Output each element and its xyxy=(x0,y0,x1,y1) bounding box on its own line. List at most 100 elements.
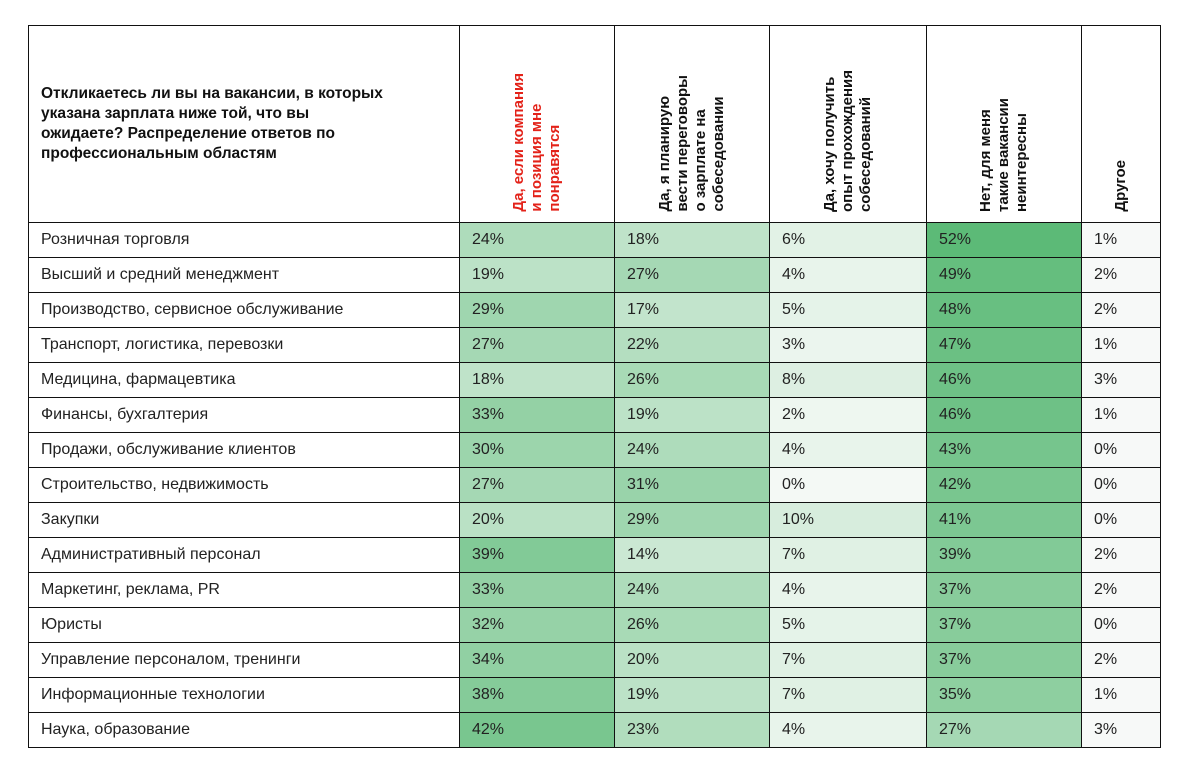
table-row: Административный персонал 39% 14% 7% 39% 2% xyxy=(28,537,1161,573)
value-cell: 7% xyxy=(769,677,927,713)
column-header-line: Да, если компания xyxy=(510,73,527,212)
column-header-line: неинтересны xyxy=(1013,113,1030,212)
header-row: Откликаетесь ли вы на вакансии, в которы… xyxy=(28,25,1161,223)
column-header: Нет, для меня такие вакансии неинтересны xyxy=(926,25,1082,223)
row-label: Юристы xyxy=(28,607,460,643)
column-header-line: собеседований xyxy=(857,96,874,212)
value-cell: 19% xyxy=(459,257,615,293)
value-cell: 29% xyxy=(614,502,770,538)
value-cell: 27% xyxy=(459,327,615,363)
value-cell: 46% xyxy=(926,397,1082,433)
value-cell: 18% xyxy=(614,222,770,258)
value-cell: 41% xyxy=(926,502,1082,538)
value-cell: 4% xyxy=(769,432,927,468)
table-row: Производство, сервисное обслуживание 29% 1… xyxy=(28,292,1161,328)
value-cell: 27% xyxy=(614,257,770,293)
row-label: Строительство, недвижимость xyxy=(28,467,460,503)
value-cell: 4% xyxy=(769,572,927,608)
table-row: Управление персоналом, тренинги 34% 20% 7% 3… xyxy=(28,642,1161,678)
value-cell: 10% xyxy=(769,502,927,538)
value-cell: 27% xyxy=(459,467,615,503)
value-cell: 35% xyxy=(926,677,1082,713)
value-cell: 7% xyxy=(769,537,927,573)
table-row: Финансы, бухгалтерия 33% 19% 2% 46% 1% xyxy=(28,397,1161,433)
value-cell: 1% xyxy=(1081,677,1161,713)
column-header: Да, хочу получить опыт прохождения собесед… xyxy=(769,25,927,223)
row-label: Продажи, обслуживание клиентов xyxy=(28,432,460,468)
title-line: ожидаете? Распределение ответов по xyxy=(41,125,335,142)
value-cell: 5% xyxy=(769,292,927,328)
value-cell: 7% xyxy=(769,642,927,678)
table-row: Высший и средний менеджмент 19% 27% 4% 49% 2% xyxy=(28,257,1161,293)
row-label: Медицина, фармацевтика xyxy=(28,362,460,398)
row-label: Управление персоналом, тренинги xyxy=(28,642,460,678)
column-header-line: Нет, для меня xyxy=(977,109,994,212)
column-header-line: Да, я планирую xyxy=(656,96,673,212)
value-cell: 1% xyxy=(1081,222,1161,258)
value-cell: 33% xyxy=(459,397,615,433)
table-title: Откликаетесь ли вы на вакансии, в которы… xyxy=(28,25,460,223)
value-cell: 32% xyxy=(459,607,615,643)
column-header-line: вести переговоры xyxy=(674,75,691,212)
value-cell: 42% xyxy=(926,467,1082,503)
column-header-line: и позиция мне xyxy=(528,104,545,212)
value-cell: 3% xyxy=(1081,362,1161,398)
value-cell: 0% xyxy=(1081,467,1161,503)
value-cell: 34% xyxy=(459,642,615,678)
table-row: Медицина, фармацевтика 18% 26% 8% 46% 3% xyxy=(28,362,1161,398)
row-label: Финансы, бухгалтерия xyxy=(28,397,460,433)
row-label: Производство, сервисное обслуживание xyxy=(28,292,460,328)
value-cell: 4% xyxy=(769,257,927,293)
value-cell: 0% xyxy=(1081,607,1161,643)
table-row: Закупки 20% 29% 10% 41% 0% xyxy=(28,502,1161,538)
value-cell: 18% xyxy=(459,362,615,398)
value-cell: 3% xyxy=(1081,712,1161,748)
row-label: Высший и средний менеджмент xyxy=(28,257,460,293)
title-line: указана зарплата ниже той, что вы xyxy=(41,105,310,122)
value-cell: 33% xyxy=(459,572,615,608)
table-row: Маркетинг, реклама, PR 33% 24% 4% 37% 2% xyxy=(28,572,1161,608)
table-row: Строительство, недвижимость 27% 31% 0% 42% 0% xyxy=(28,467,1161,503)
value-cell: 8% xyxy=(769,362,927,398)
value-cell: 2% xyxy=(1081,257,1161,293)
value-cell: 39% xyxy=(926,537,1082,573)
column-header-line: собеседовании xyxy=(710,96,727,212)
value-cell: 30% xyxy=(459,432,615,468)
table-row: Наука, образование 42% 23% 4% 27% 3% xyxy=(28,712,1161,748)
value-cell: 20% xyxy=(459,502,615,538)
value-cell: 2% xyxy=(769,397,927,433)
value-cell: 49% xyxy=(926,257,1082,293)
column-header: Другое xyxy=(1081,25,1161,223)
value-cell: 23% xyxy=(614,712,770,748)
value-cell: 19% xyxy=(614,397,770,433)
value-cell: 2% xyxy=(1081,537,1161,573)
column-header-line: о зарплате на xyxy=(692,109,709,212)
value-cell: 2% xyxy=(1081,572,1161,608)
column-header-line: такие вакансии xyxy=(995,98,1012,212)
column-header-line: Другое xyxy=(1112,160,1129,212)
row-label: Розничная торговля xyxy=(28,222,460,258)
row-label: Информационные технологии xyxy=(28,677,460,713)
value-cell: 52% xyxy=(926,222,1082,258)
table-row: Юристы 32% 26% 5% 37% 0% xyxy=(28,607,1161,643)
value-cell: 31% xyxy=(614,467,770,503)
value-cell: 38% xyxy=(459,677,615,713)
value-cell: 27% xyxy=(926,712,1082,748)
column-header: Да, если компания и позиция мне понравятся xyxy=(459,25,615,223)
value-cell: 42% xyxy=(459,712,615,748)
row-label: Маркетинг, реклама, PR xyxy=(28,572,460,608)
value-cell: 0% xyxy=(1081,502,1161,538)
value-cell: 2% xyxy=(1081,292,1161,328)
value-cell: 48% xyxy=(926,292,1082,328)
value-cell: 39% xyxy=(459,537,615,573)
row-label: Закупки xyxy=(28,502,460,538)
value-cell: 5% xyxy=(769,607,927,643)
value-cell: 0% xyxy=(769,467,927,503)
value-cell: 37% xyxy=(926,607,1082,643)
value-cell: 4% xyxy=(769,712,927,748)
column-header-line: опыт прохождения xyxy=(839,69,856,212)
survey-table: Откликаетесь ли вы на вакансии, в которы… xyxy=(28,25,1161,748)
value-cell: 24% xyxy=(614,572,770,608)
value-cell: 0% xyxy=(1081,432,1161,468)
value-cell: 6% xyxy=(769,222,927,258)
